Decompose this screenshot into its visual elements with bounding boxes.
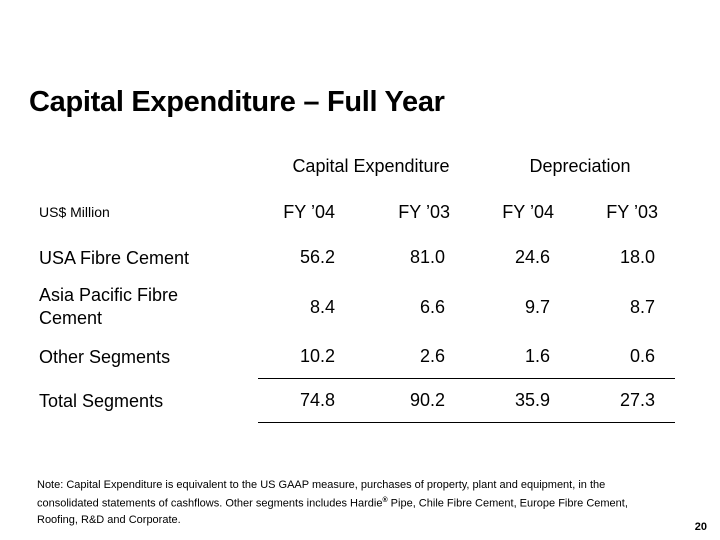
table-cell: 1.6 <box>524 346 550 366</box>
column-header-capex-fy03: FY ’03 <box>398 202 450 222</box>
column-header-dep-fy03: FY ’03 <box>606 202 658 222</box>
table-cell: 27.3 <box>619 390 655 410</box>
table-cell: 35.9 <box>514 390 550 410</box>
table-cell: 8.7 <box>629 297 655 317</box>
registered-mark: ® <box>382 497 388 504</box>
divider <box>258 422 675 423</box>
column-header-dep-fy04: FY ’04 <box>502 202 554 222</box>
group-header-capital-expenditure: Capital Expenditure <box>292 156 450 176</box>
table-cell: 74.8 <box>299 390 335 410</box>
row-label-asia-pacific-fibre-cement: Asia Pacific Fibre Cement <box>39 285 179 328</box>
row-label-total-segments: Total Segments <box>39 391 164 411</box>
table-cell: 81.0 <box>409 247 445 267</box>
divider <box>258 378 675 379</box>
row-label-other-segments: Other Segments <box>39 347 171 367</box>
table-cell: 10.2 <box>299 346 335 366</box>
table-cell: 56.2 <box>299 247 335 267</box>
table-cell: 8.4 <box>309 297 335 317</box>
column-header-capex-fy04: FY ’04 <box>283 202 335 222</box>
footnote-text-continued: Pipe, Chile Fibre Cement, Europe Fibre C… <box>37 497 628 526</box>
page-title: Capital Expenditure – Full Year <box>29 86 445 118</box>
table-cell: 18.0 <box>619 247 655 267</box>
group-header-depreciation: Depreciation <box>529 156 631 176</box>
table-cell: 6.6 <box>419 297 445 317</box>
unit-label: US$ Million <box>39 204 110 220</box>
footnote-text: Note: Capital Expenditure is equivalent … <box>37 479 606 510</box>
row-label-usa-fibre-cement: USA Fibre Cement <box>39 248 190 268</box>
table-cell: 2.6 <box>419 346 445 366</box>
footnote: Note: Capital Expenditure is equivalent … <box>37 477 657 528</box>
table-cell: 24.6 <box>514 247 550 267</box>
table-cell: 9.7 <box>524 297 550 317</box>
page-number: 20 <box>694 521 707 533</box>
table-cell: 0.6 <box>629 346 655 366</box>
table-cell: 90.2 <box>409 390 445 410</box>
